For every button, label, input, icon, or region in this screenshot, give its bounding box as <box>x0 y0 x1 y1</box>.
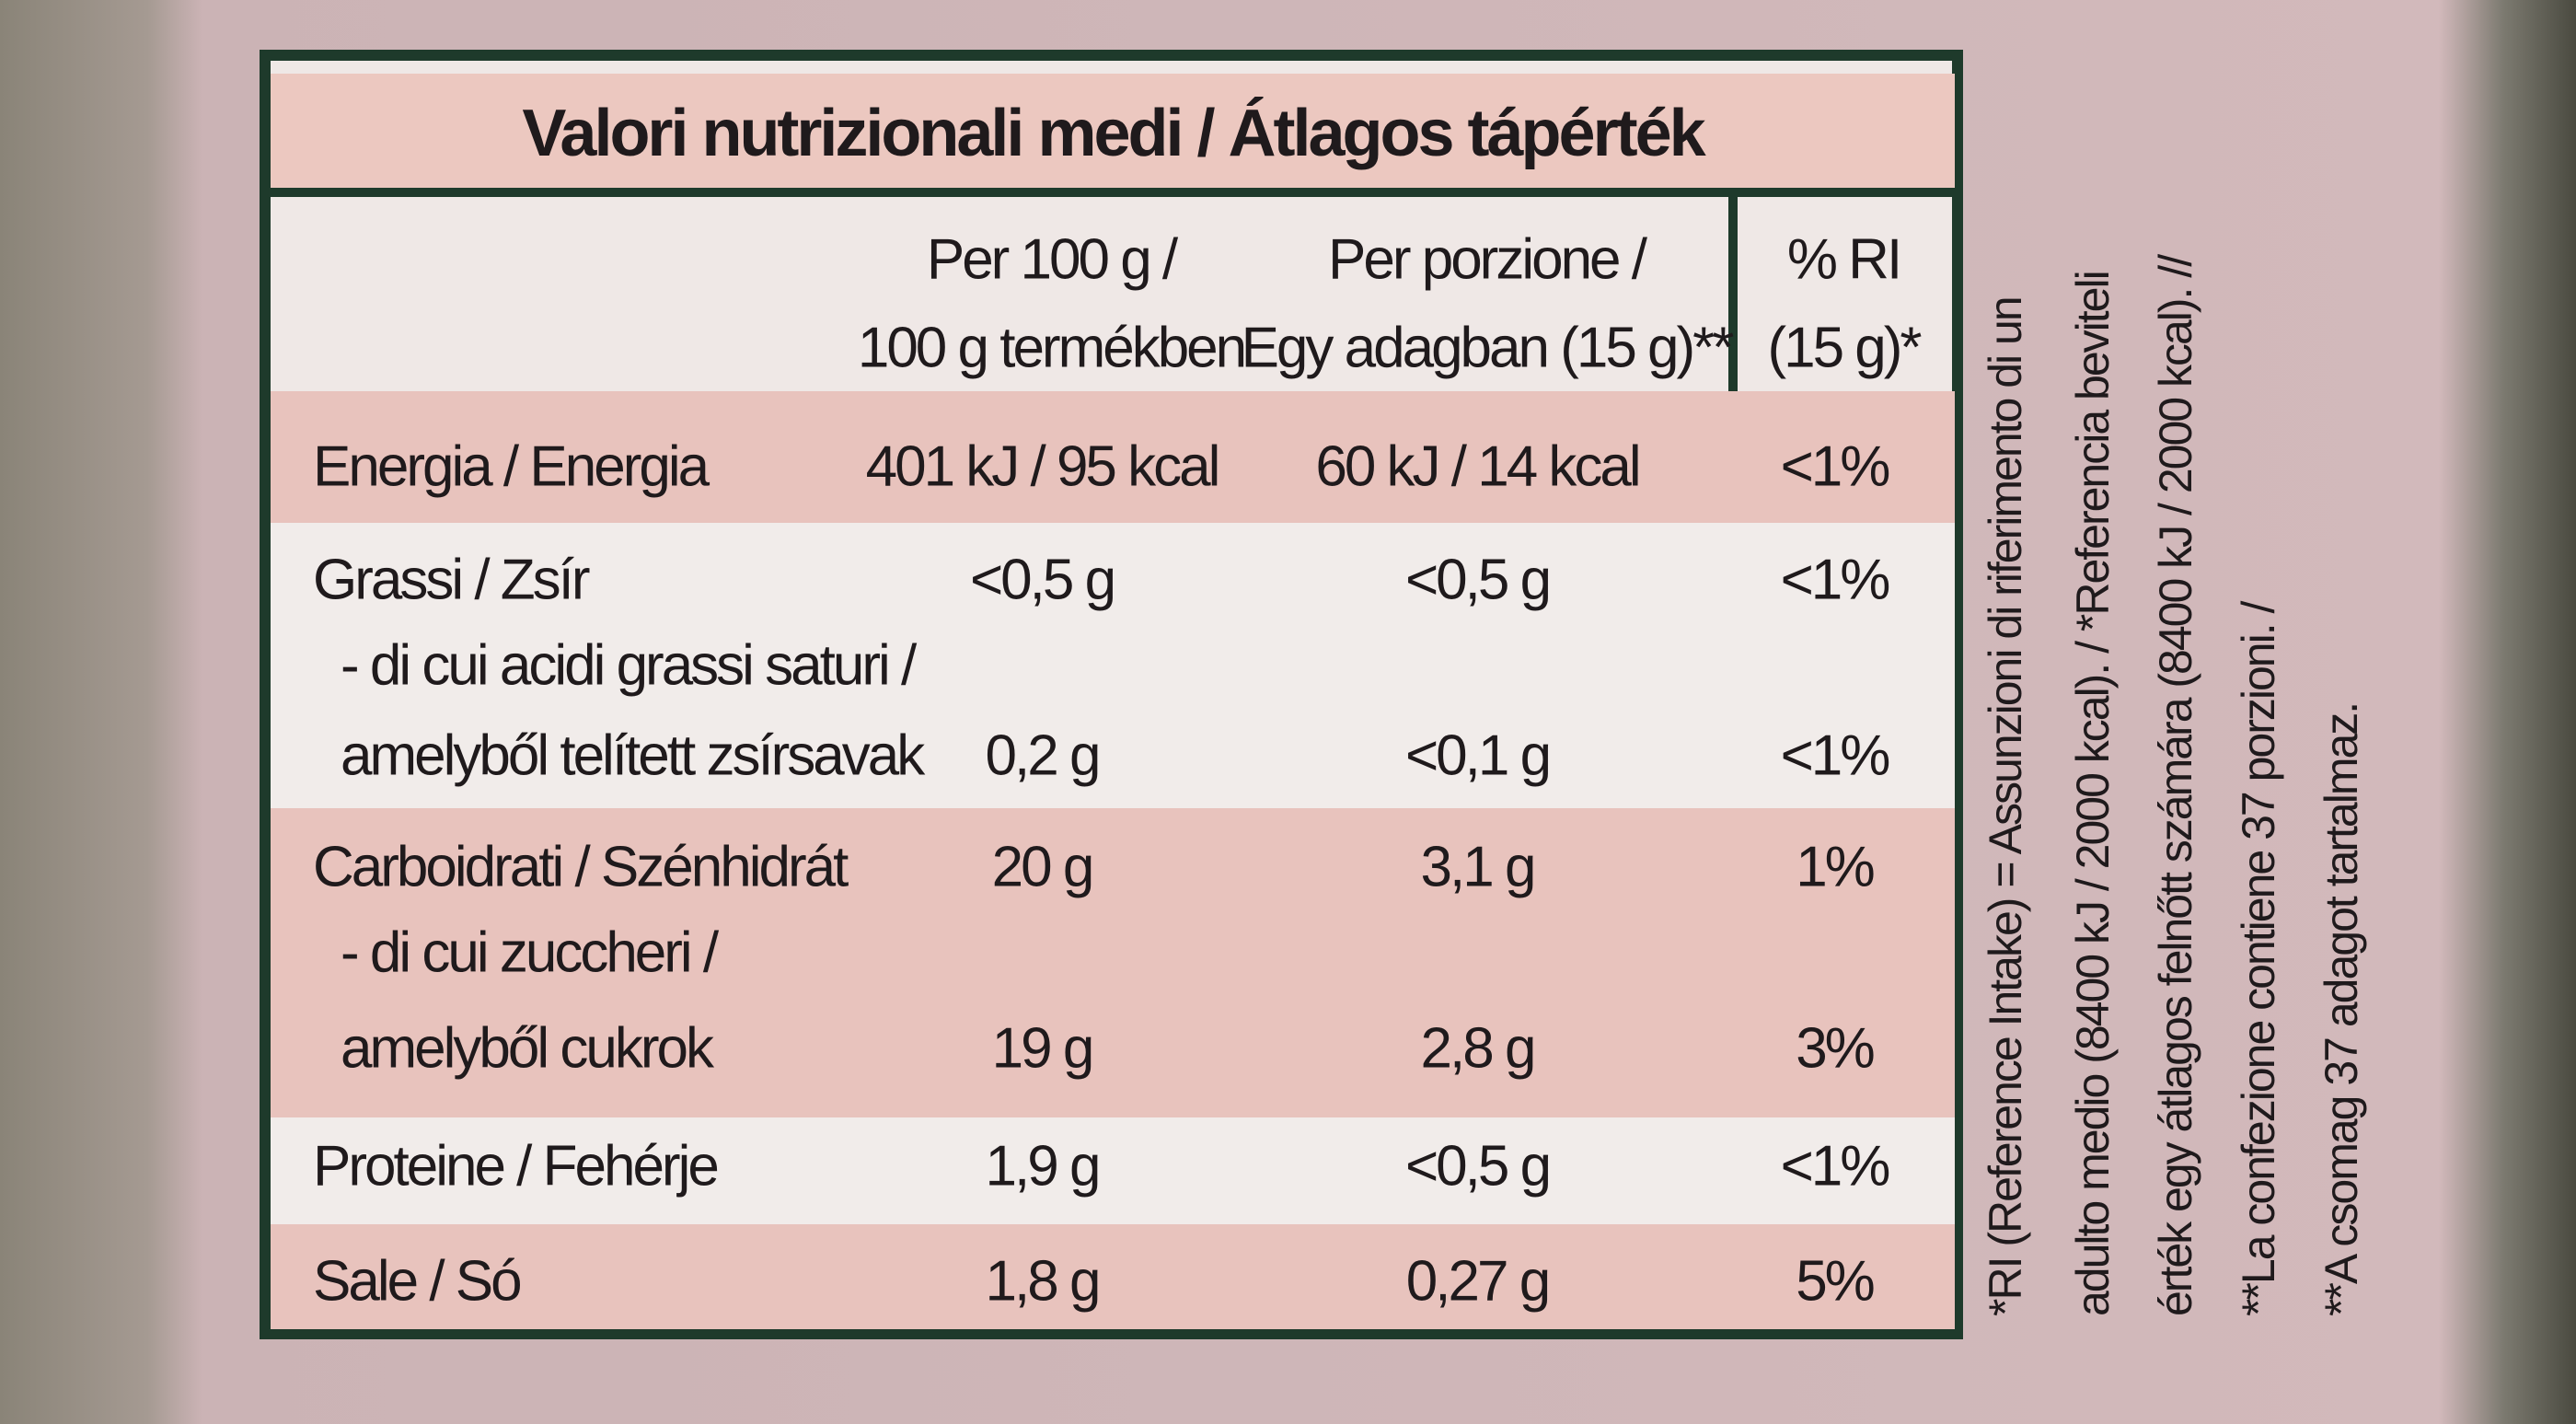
cell-value: <1% <box>1780 724 1891 788</box>
title-rule <box>271 188 1955 197</box>
cell-value: 2,8 g <box>1420 1016 1537 1081</box>
row-label: - di cui acidi grassi saturi / <box>341 633 917 698</box>
cell-value: 5% <box>1796 1249 1876 1314</box>
cell-value: 401 kJ / 95 kcal <box>865 434 1221 499</box>
cell-value: 20 g <box>991 835 1095 899</box>
column-header: Per 100 g / <box>926 227 1178 292</box>
row-band <box>271 391 1955 523</box>
cell-value: 60 kJ / 14 kcal <box>1315 434 1641 499</box>
column-header: (15 g)* <box>1767 316 1922 380</box>
cell-value: <0,5 g <box>1404 1134 1552 1198</box>
cell-value: 0,27 g <box>1405 1249 1551 1314</box>
row-band <box>271 1224 1955 1329</box>
footnote-line: **A csomag 37 adagot tartalmaz. <box>2316 702 2367 1316</box>
cell-value: <1% <box>1780 1134 1891 1198</box>
cell-value: 3,1 g <box>1420 835 1537 899</box>
cell-value: 0,2 g <box>985 724 1102 788</box>
row-band <box>271 1117 1955 1224</box>
cell-value: <0,5 g <box>1404 548 1552 612</box>
row-label: Sale / Só <box>313 1249 523 1314</box>
column-header: 100 g termékben <box>857 316 1247 380</box>
column-header: Per porzione / <box>1328 227 1647 292</box>
footnote-line: adulto medio (8400 kJ / 2000 kcal). / *R… <box>2067 272 2119 1316</box>
cell-value: 19 g <box>991 1016 1095 1081</box>
row-label: amelyből cukrok <box>341 1016 714 1081</box>
cell-value: 3% <box>1796 1016 1876 1081</box>
row-label: Proteine / Fehérje <box>313 1134 720 1198</box>
row-label: Carboidrati / Szénhidrát <box>313 835 849 899</box>
row-label: Energia / Energia <box>313 434 710 499</box>
row-band <box>271 523 1955 808</box>
row-label: Grassi / Zsír <box>313 548 591 612</box>
cell-value: <0,1 g <box>1404 724 1552 788</box>
table-title: Valori nutrizionali medi / Átlagos tápér… <box>522 97 1705 170</box>
row-label: - di cui zuccheri / <box>341 920 719 985</box>
cell-value: <0,5 g <box>969 548 1116 612</box>
row-band <box>271 808 1955 1117</box>
cell-value: 1,9 g <box>985 1134 1102 1198</box>
cell-value: 1,8 g <box>985 1249 1102 1314</box>
cell-value: <1% <box>1780 434 1891 499</box>
footnote-line: érték egy átlagos felnőtt számára (8400 … <box>2150 255 2201 1316</box>
column-header: % RI <box>1786 227 1902 292</box>
row-label: amelyből telített zsírsavak <box>341 724 925 788</box>
title-band <box>271 74 1955 193</box>
footnote-line: **La confezione contiene 37 porzioni. / <box>2233 602 2284 1316</box>
column-header: Egy adagban (15 g)** <box>1241 316 1735 380</box>
footnote-line: *RI (Reference Intake) = Assunzioni di r… <box>1980 297 2031 1316</box>
cell-value: <1% <box>1780 548 1891 612</box>
cell-value: 1% <box>1796 835 1876 899</box>
